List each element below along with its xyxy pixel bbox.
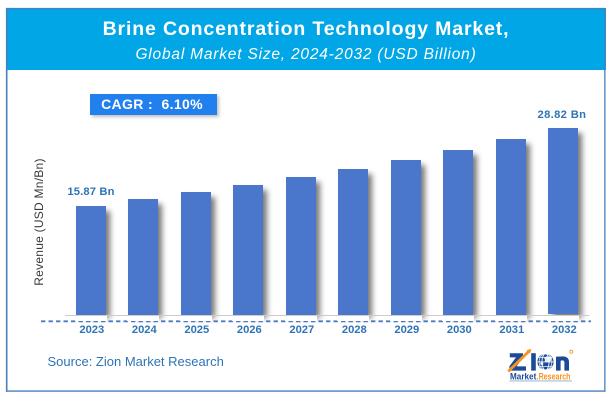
svg-text:.Research: .Research xyxy=(537,370,571,381)
svg-text:Market: Market xyxy=(510,370,536,381)
